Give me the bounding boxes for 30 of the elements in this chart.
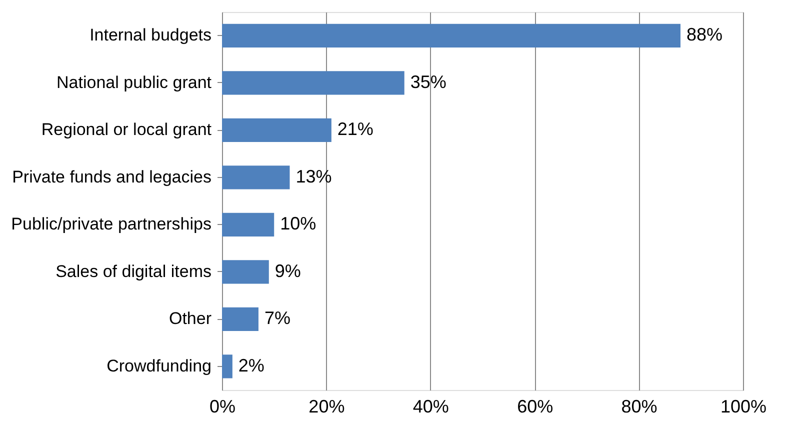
y-tick-label: Regional or local grant: [41, 120, 212, 140]
bar: [222, 212, 274, 236]
data-label: 10%: [280, 214, 316, 234]
bar: [222, 24, 680, 48]
data-label: 2%: [238, 355, 264, 376]
data-label: 13%: [296, 166, 332, 186]
x-tick-label: 60%: [517, 396, 554, 416]
data-label: 35%: [410, 72, 446, 92]
y-tick-label: Other: [168, 309, 212, 328]
y-tick-label: Crowdfunding: [106, 356, 212, 376]
bar: [222, 307, 258, 331]
y-tick-label: Public/private partnerships: [11, 214, 212, 234]
bar: [222, 354, 232, 378]
data-label: 7%: [264, 308, 290, 328]
data-label: 9%: [274, 260, 301, 281]
x-tick-label: 80%: [621, 396, 658, 416]
x-tick-label: 100%: [720, 396, 767, 416]
bar: [222, 166, 290, 190]
x-tick-label: 0%: [209, 396, 236, 416]
data-label: 88%: [686, 24, 723, 45]
bar: [222, 118, 332, 142]
y-tick-label: Internal budgets: [90, 26, 212, 45]
bar: [222, 71, 404, 95]
x-tick-label: 20%: [308, 396, 345, 416]
y-tick-label: Sales of digital items: [56, 262, 212, 281]
y-tick-label: Private funds and legacies: [12, 167, 212, 186]
data-label: 21%: [337, 119, 374, 140]
y-tick-label: National public grant: [56, 72, 212, 92]
bar: [222, 260, 269, 284]
x-tick-label: 40%: [412, 396, 449, 416]
